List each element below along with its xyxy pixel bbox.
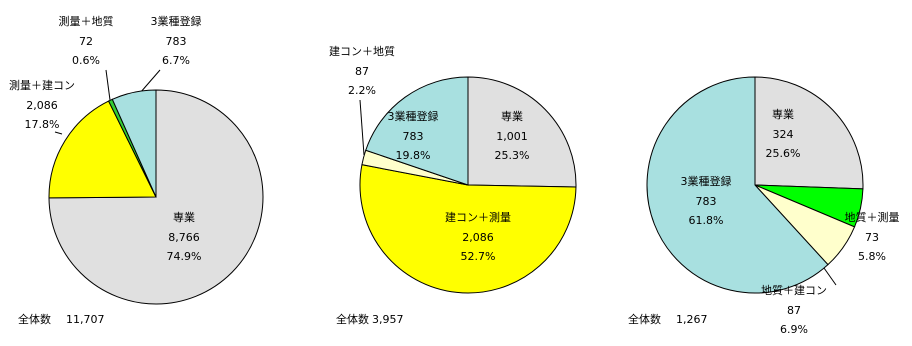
slice-label: 3業種登録 bbox=[681, 174, 732, 188]
slice-percent: 19.8% bbox=[396, 149, 431, 162]
total-label: 全体数 bbox=[18, 312, 51, 326]
slice-percent: 61.8% bbox=[689, 214, 724, 227]
slice-label: 専業 bbox=[173, 211, 195, 224]
pie-slice bbox=[646, 76, 829, 294]
slice-percent: 5.8% bbox=[858, 250, 886, 263]
pie-slice bbox=[48, 100, 157, 199]
leader-line bbox=[105, 69, 111, 101]
leader-line bbox=[54, 131, 63, 135]
leader-lines bbox=[54, 69, 837, 286]
slice-percent: 6.9% bbox=[780, 323, 808, 336]
slice-value: 783 bbox=[166, 35, 187, 48]
slice-value: 73 bbox=[865, 231, 879, 244]
slice-percent: 2.2% bbox=[348, 84, 376, 97]
slice-label: 3業種登録 bbox=[151, 14, 202, 28]
leader-line bbox=[359, 99, 365, 156]
slice-percent: 0.6% bbox=[72, 54, 100, 67]
slice-value: 87 bbox=[355, 65, 369, 78]
slice-percent: 25.6% bbox=[766, 147, 801, 160]
slice-value: 72 bbox=[79, 35, 93, 48]
pie-slice bbox=[754, 76, 864, 190]
slice-label: 地質＋測量 bbox=[845, 210, 900, 224]
slice-label: 測量＋地質 bbox=[59, 14, 114, 28]
leader-line bbox=[823, 267, 837, 286]
slice-label: 測量＋建コン bbox=[9, 78, 75, 92]
slice-value: 324 bbox=[773, 128, 794, 141]
pie-slice bbox=[48, 89, 264, 305]
slice-value: 8,766 bbox=[168, 231, 200, 244]
total-value: 11,707 bbox=[66, 313, 105, 326]
slice-percent: 52.7% bbox=[461, 250, 496, 263]
pie-slice bbox=[365, 76, 469, 186]
pie-slice bbox=[111, 89, 157, 198]
slice-percent: 17.8% bbox=[25, 118, 60, 131]
slice-value: 87 bbox=[787, 304, 801, 317]
slice-value: 1,001 bbox=[496, 130, 528, 143]
total-label: 全体数 bbox=[628, 312, 661, 326]
slice-value: 2,086 bbox=[462, 231, 494, 244]
slice-label: 専業 bbox=[501, 110, 523, 123]
total-label: 全体数 bbox=[336, 312, 369, 326]
total-value: 3,957 bbox=[372, 313, 404, 326]
slice-value: 783 bbox=[403, 130, 424, 143]
total-value: 1,267 bbox=[676, 313, 708, 326]
pie-slice bbox=[467, 76, 577, 188]
slice-value: 783 bbox=[696, 195, 717, 208]
leader-line bbox=[139, 69, 161, 94]
slice-percent: 6.7% bbox=[162, 54, 190, 67]
slice-percent: 25.3% bbox=[495, 149, 530, 162]
slice-label: 3業種登録 bbox=[388, 109, 439, 123]
slice-label: 建コン＋測量 bbox=[445, 210, 511, 224]
slice-label: 専業 bbox=[772, 108, 794, 121]
slice-value: 2,086 bbox=[26, 99, 58, 112]
slice-label: 建コン＋地質 bbox=[329, 44, 395, 58]
slice-percent: 74.9% bbox=[167, 250, 202, 263]
pie-slice bbox=[359, 164, 577, 294]
slice-label: 地質＋建コン bbox=[761, 283, 827, 297]
